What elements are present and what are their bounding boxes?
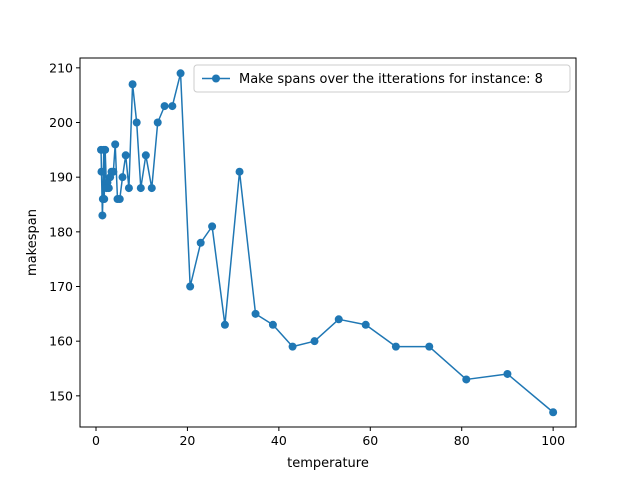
legend-box [193, 64, 571, 93]
x-tick-label: 40 [271, 433, 287, 448]
data-point [549, 408, 558, 417]
x-tick-label: 80 [454, 433, 470, 448]
data-point [113, 195, 122, 204]
plot-area [97, 69, 558, 417]
data-point [136, 184, 145, 193]
data-point [186, 282, 195, 291]
data-point [220, 320, 229, 329]
data-point [97, 167, 106, 176]
y-tick-label: 210 [49, 60, 73, 75]
data-point [168, 102, 177, 111]
legend: Make spans over the itterations for inst… [193, 64, 571, 93]
data-point [235, 167, 244, 176]
y-tick-label: 160 [49, 334, 73, 349]
data-point [118, 173, 127, 182]
y-tick-label: 150 [49, 388, 73, 403]
data-point [503, 369, 512, 378]
data-point [153, 118, 162, 127]
data-point [160, 102, 169, 111]
data-point [102, 184, 111, 193]
data-point [98, 195, 107, 204]
y-axis-label: makespan [25, 209, 40, 276]
data-point [141, 151, 150, 160]
y-tick-label: 170 [49, 279, 73, 294]
data-point [251, 309, 260, 318]
axis-ticks: 0 20 40 60 80 100 150 160 170 180 190 200 210 [49, 60, 565, 448]
y-tick-label: 200 [49, 115, 73, 130]
data-point [425, 342, 434, 351]
y-tick-label: 190 [49, 170, 73, 185]
legend-label: Make spans over the itterations for inst… [239, 72, 543, 87]
data-point [121, 151, 130, 160]
data-point [310, 337, 319, 346]
data-point [111, 140, 120, 149]
x-axis-label: temperature [287, 456, 369, 471]
legend-marker [212, 74, 220, 83]
data-point [128, 80, 137, 89]
x-tick-label: 60 [362, 433, 378, 448]
data-point [208, 222, 217, 231]
data-point [98, 211, 107, 220]
data-point [391, 342, 400, 351]
data-point [132, 118, 141, 127]
data-point [462, 375, 471, 384]
data-point [176, 69, 185, 78]
data-point [361, 320, 370, 329]
data-point [334, 315, 343, 324]
data-point [196, 238, 205, 247]
data-point [288, 342, 297, 351]
x-tick-label: 100 [541, 433, 565, 448]
data-point [147, 184, 156, 193]
y-tick-label: 180 [49, 224, 73, 239]
x-tick-label: 20 [179, 433, 195, 448]
data-point [124, 184, 133, 193]
axes-frame [79, 57, 577, 428]
data-point [268, 320, 277, 329]
x-tick-label: 0 [92, 433, 100, 448]
data-point [97, 145, 106, 154]
